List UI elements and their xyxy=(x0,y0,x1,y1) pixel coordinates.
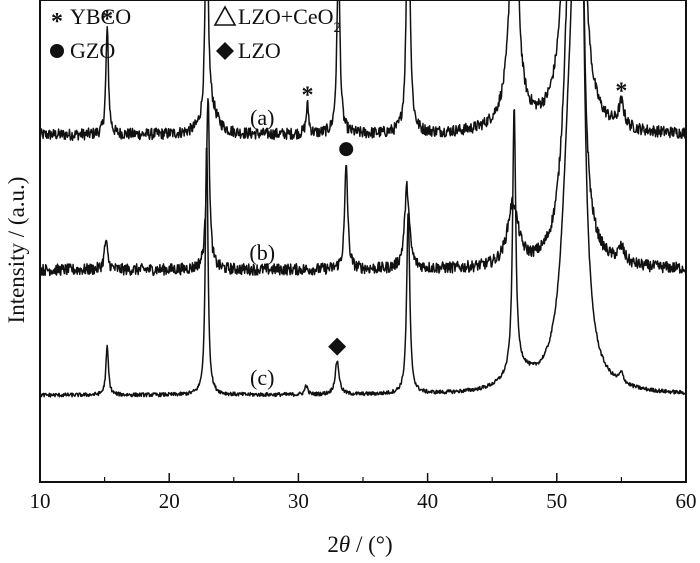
ybco-marker: * xyxy=(615,78,627,104)
x-axis-title-prefix: 2 xyxy=(327,532,339,557)
pattern-label: (c) xyxy=(250,365,274,390)
pattern-line xyxy=(40,0,686,398)
gzo-marker xyxy=(50,44,64,58)
legend-label: LZO+CeO2 xyxy=(238,4,341,36)
x-tick-label: 40 xyxy=(417,489,438,513)
ybco-marker: * xyxy=(51,9,63,35)
y-axis-title: Intensity / (a.u.) xyxy=(4,177,29,324)
x-tick-label: 50 xyxy=(546,489,567,513)
ybco-marker: * xyxy=(301,83,313,109)
lzo-ceo2-marker xyxy=(213,5,237,26)
x-axis-title-suffix: / (°) xyxy=(350,532,392,557)
gzo-marker xyxy=(339,142,354,157)
x-tick-label: 10 xyxy=(30,489,51,513)
x-axis-title: 2θ / (°) xyxy=(327,532,392,557)
legend-subscript: 2 xyxy=(334,20,342,36)
pattern-line xyxy=(40,0,686,141)
legend-label: GZO xyxy=(70,38,115,63)
lzo-marker xyxy=(216,42,234,60)
x-axis-title-theta: θ xyxy=(339,532,350,557)
lzo-marker xyxy=(328,337,347,356)
pattern-line xyxy=(40,0,686,277)
x-tick-label: 60 xyxy=(676,489,697,513)
legend-label: YBCO xyxy=(70,4,131,29)
legend-label: LZO xyxy=(238,38,281,63)
pattern-label: (a) xyxy=(250,105,274,130)
pattern-label: (b) xyxy=(249,240,275,265)
ybco-marker: * xyxy=(101,7,113,33)
x-tick-label: 20 xyxy=(159,489,180,513)
x-tick-label: 30 xyxy=(288,489,309,513)
